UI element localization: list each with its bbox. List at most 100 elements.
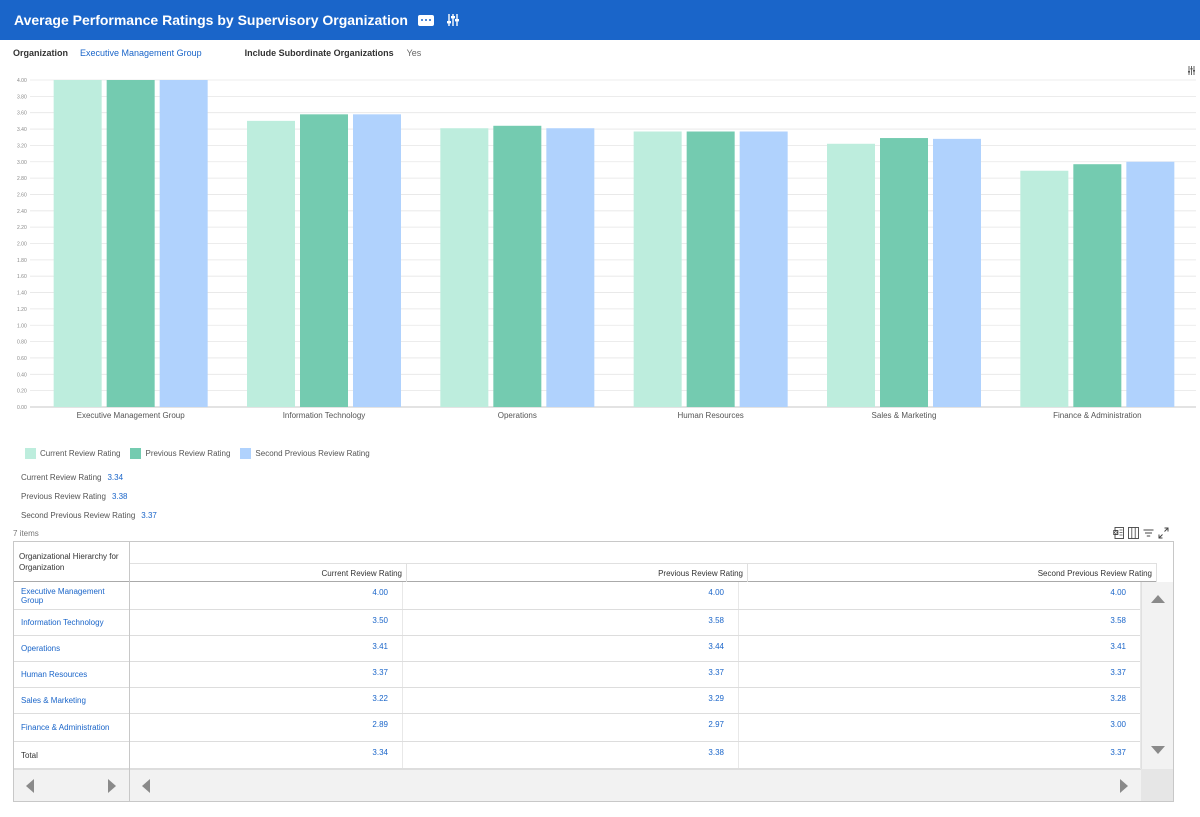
expand-icon[interactable] bbox=[1158, 527, 1169, 539]
x-category-label: Finance & Administration bbox=[1053, 411, 1142, 420]
summary-value[interactable]: 3.37 bbox=[141, 511, 157, 520]
x-category-label: Operations bbox=[498, 411, 537, 420]
legend-item-current[interactable]: Current Review Rating bbox=[25, 448, 120, 459]
y-tick-label: 3.00 bbox=[17, 160, 27, 166]
scroll-right-icon[interactable] bbox=[106, 778, 118, 794]
table-cell[interactable]: 2.89 bbox=[130, 714, 403, 742]
y-tick-label: 3.80 bbox=[17, 94, 27, 100]
chart-bars bbox=[53, 80, 1175, 408]
summary-value[interactable]: 3.38 bbox=[111, 492, 128, 501]
scroll-left-icon[interactable] bbox=[24, 778, 36, 794]
bar bbox=[353, 114, 401, 408]
total-cell[interactable]: 3.38 bbox=[403, 742, 739, 769]
row-header-scrollbar[interactable] bbox=[14, 769, 129, 801]
summary-previous: Previous Review Rating 3.38 bbox=[21, 492, 128, 501]
bar bbox=[493, 125, 542, 407]
row-name-link[interactable]: Information Technology bbox=[14, 610, 129, 636]
excel-export-icon[interactable] bbox=[1113, 527, 1124, 539]
table-toolbar bbox=[1113, 527, 1169, 539]
table-cell[interactable]: 3.41 bbox=[130, 636, 403, 662]
row-name-link[interactable]: Sales & Marketing bbox=[14, 688, 129, 714]
y-tick-label: 0.20 bbox=[17, 389, 27, 395]
column-header-current[interactable]: Current Review Rating bbox=[130, 564, 407, 582]
row-name-link[interactable]: Human Resources bbox=[14, 662, 129, 688]
y-tick-label: 3.60 bbox=[17, 111, 27, 117]
sliders-icon[interactable] bbox=[446, 13, 460, 27]
legend-label: Previous Review Rating bbox=[145, 449, 231, 458]
legend-item-previous[interactable]: Previous Review Rating bbox=[130, 448, 230, 459]
bar bbox=[933, 138, 981, 408]
row-name-link[interactable]: Executive Management Group bbox=[14, 582, 129, 610]
table-cell[interactable]: 3.58 bbox=[403, 610, 739, 636]
table-cell[interactable]: 2.97 bbox=[403, 714, 739, 742]
horizontal-scrollbar[interactable] bbox=[130, 769, 1141, 801]
legend-swatch bbox=[240, 448, 252, 459]
table-cell[interactable]: 4.00 bbox=[403, 582, 739, 610]
organization-link[interactable]: Executive Management Group bbox=[80, 48, 202, 58]
row-divider bbox=[130, 661, 1140, 662]
table-cell[interactable]: 3.58 bbox=[739, 610, 1141, 636]
table-cell[interactable]: 3.41 bbox=[739, 636, 1141, 662]
y-tick-label: 0.40 bbox=[17, 372, 27, 378]
column-header-second-previous[interactable]: Second Previous Review Rating bbox=[748, 564, 1157, 582]
y-tick-label: 2.20 bbox=[17, 225, 27, 231]
y-tick-label: 0.80 bbox=[17, 340, 27, 346]
page-title: Average Performance Ratings by Superviso… bbox=[14, 12, 408, 28]
chart-legend: Current Review Rating Previous Review Ra… bbox=[25, 448, 370, 459]
table-cell[interactable]: 3.50 bbox=[130, 610, 403, 636]
scroll-up-icon[interactable] bbox=[1150, 594, 1166, 604]
table-cell[interactable]: 3.00 bbox=[739, 714, 1141, 742]
bar bbox=[827, 143, 875, 407]
more-dots-icon[interactable] bbox=[417, 14, 434, 26]
table-cell[interactable]: 3.37 bbox=[130, 662, 403, 688]
row-name-link[interactable]: Operations bbox=[14, 636, 129, 662]
row-divider bbox=[130, 635, 1140, 636]
column-header-previous[interactable]: Previous Review Rating bbox=[407, 564, 748, 582]
y-tick-label: 3.40 bbox=[17, 127, 27, 133]
x-category-label: Executive Management Group bbox=[77, 411, 186, 420]
filter-icon[interactable] bbox=[1143, 527, 1154, 539]
table-cell[interactable]: 3.37 bbox=[403, 662, 739, 688]
table-cell[interactable]: 3.22 bbox=[130, 688, 403, 714]
row-divider bbox=[130, 768, 1140, 769]
table-cell[interactable]: 3.28 bbox=[739, 688, 1141, 714]
y-tick-label: 1.80 bbox=[17, 258, 27, 264]
column-header-group bbox=[130, 542, 1157, 564]
table-cell[interactable]: 3.44 bbox=[403, 636, 739, 662]
chart-settings-icon[interactable] bbox=[1187, 66, 1196, 75]
y-tick-label: 1.40 bbox=[17, 291, 27, 297]
total-cell[interactable]: 3.34 bbox=[130, 742, 403, 769]
columns-icon[interactable] bbox=[1128, 527, 1139, 539]
bar bbox=[633, 131, 682, 407]
grid-row-header-column: Organizational Hierarchy for Organizatio… bbox=[14, 542, 130, 801]
table-cell[interactable]: 3.37 bbox=[739, 662, 1141, 688]
table-cell[interactable]: 4.00 bbox=[739, 582, 1141, 610]
prompt-filters: Organization Executive Management Group … bbox=[13, 48, 421, 58]
row-name-link[interactable]: Finance & Administration bbox=[14, 714, 129, 742]
y-tick-label: 1.20 bbox=[17, 307, 27, 313]
y-tick-label: 2.40 bbox=[17, 209, 27, 215]
scroll-right-icon[interactable] bbox=[1118, 778, 1130, 794]
row-divider bbox=[130, 741, 1140, 742]
y-tick-label: 2.00 bbox=[17, 242, 27, 248]
bar bbox=[1126, 161, 1175, 407]
page-header: Average Performance Ratings by Superviso… bbox=[0, 0, 1200, 40]
y-tick-label: 0.60 bbox=[17, 356, 27, 362]
legend-item-second-previous[interactable]: Second Previous Review Rating bbox=[240, 448, 370, 459]
total-cell[interactable]: 3.37 bbox=[739, 742, 1141, 769]
scroll-down-icon[interactable] bbox=[1150, 745, 1166, 755]
bar-chart: 0.00 0.20 0.40 0.60 0.80 1.00 1.20 1.40 1.60 1.80… bbox=[17, 78, 1196, 420]
chart-gridlines bbox=[30, 79, 1196, 408]
summary-label: Current Review Rating bbox=[21, 473, 102, 482]
bar bbox=[440, 128, 489, 408]
data-grid: Organizational Hierarchy for Organizatio… bbox=[13, 541, 1174, 802]
bar bbox=[1073, 164, 1122, 407]
x-category-label: Information Technology bbox=[283, 411, 366, 420]
bar bbox=[300, 114, 348, 408]
table-cell[interactable]: 4.00 bbox=[130, 582, 403, 610]
scroll-left-icon[interactable] bbox=[140, 778, 152, 794]
total-row-label: Total bbox=[14, 742, 129, 769]
summary-value[interactable]: 3.34 bbox=[107, 473, 124, 482]
table-cell[interactable]: 3.29 bbox=[403, 688, 739, 714]
vertical-scrollbar[interactable] bbox=[1141, 582, 1173, 769]
